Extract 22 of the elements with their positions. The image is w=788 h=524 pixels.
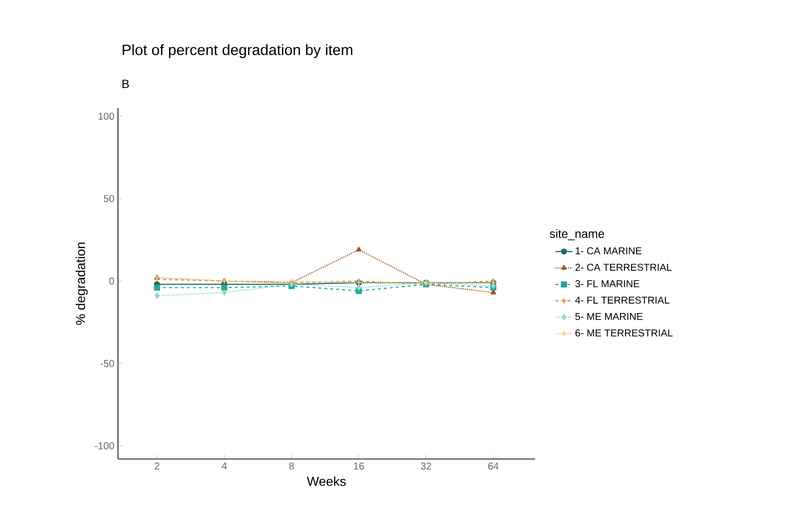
legend-label: 2- CA TERRESTRIAL [575, 264, 672, 271]
x-tick-label: 4 [222, 462, 227, 470]
chart-title: Plot of percent degradation by item [122, 44, 352, 58]
legend-label: 4- FL TERRESTRIAL [575, 296, 670, 304]
x-axis-title: Weeks [306, 476, 346, 486]
y-tick-label: 50 [104, 195, 114, 202]
x-tick-label: 32 [420, 462, 432, 470]
chart-subtitle: B [122, 80, 129, 88]
x-tick-label: 16 [354, 462, 364, 470]
x-tick-label: 2 [154, 462, 160, 470]
legend-label: 3- FL MARINE [575, 280, 640, 288]
legend-label: 5- ME MARINE [575, 313, 643, 320]
legend-label: 1- CA MARINE [576, 247, 642, 254]
legend-title: site_name [550, 229, 604, 240]
y-tick-label: 100 [98, 112, 114, 120]
y-tick-label: 0 [109, 278, 114, 285]
y-tick-label: -50 [100, 360, 114, 367]
y-tick-label: -100 [94, 442, 114, 450]
legend-label: 6- ME TERRESTRIAL [575, 329, 673, 336]
y-axis-title: % degradation [76, 242, 88, 325]
x-tick-label: 8 [289, 462, 294, 470]
x-tick-label: 64 [488, 462, 499, 470]
